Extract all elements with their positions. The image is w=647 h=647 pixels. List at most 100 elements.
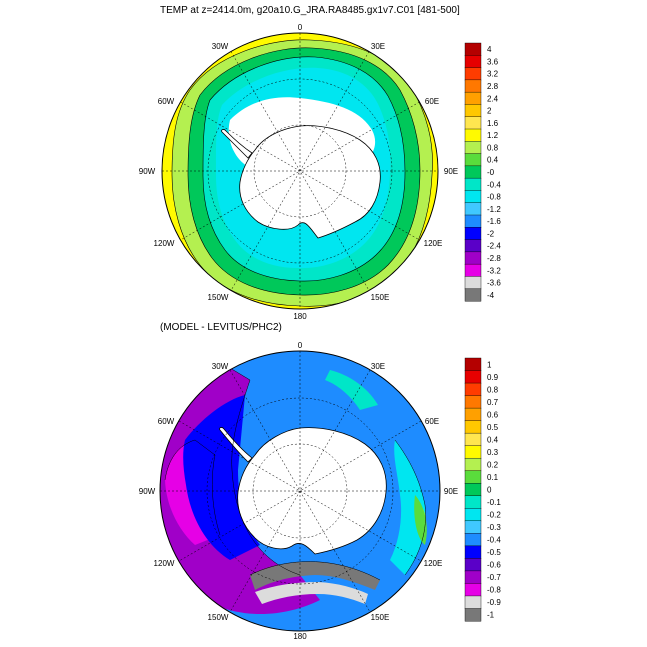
top-colorbar-swatch — [464, 79, 482, 93]
top-colorbar-swatch — [464, 263, 482, 277]
top-colorbar-swatch — [464, 202, 482, 216]
top-colorbar-swatch — [464, 251, 482, 265]
top-lon-180: 180 — [293, 312, 307, 321]
top-colorbar-swatch — [464, 42, 482, 56]
bottom-colorbar-swatch — [464, 608, 482, 622]
bottom-field-cyan — [390, 440, 426, 575]
bottom-field-aqua — [325, 370, 378, 410]
bottom-colorbar-swatch — [464, 595, 482, 609]
bottom-lon-90w: 90W — [139, 487, 156, 496]
top-colorbar-label: -3.6 — [487, 279, 501, 288]
bottom-colorbar-label: 0.4 — [487, 435, 499, 444]
top-peninsula — [221, 129, 253, 159]
bottom-colorbar-swatch — [464, 395, 482, 409]
top-colorbar-swatch — [464, 288, 482, 302]
top-colorbar-label: 0.8 — [487, 143, 499, 152]
bottom-colorbar-swatch — [464, 457, 482, 472]
top-lon-150w: 150W — [208, 293, 229, 302]
bottom-field-green — [414, 495, 427, 545]
top-colorbar-swatch — [464, 214, 482, 228]
top-lon-60w: 60W — [158, 97, 175, 106]
top-colorbar-swatch — [464, 67, 482, 81]
bottom-graticule — [160, 351, 440, 631]
bottom-colorbar-label: -0.7 — [487, 573, 501, 582]
bottom-colorbar-label: -0.9 — [487, 598, 501, 607]
bottom-field-grey — [250, 561, 380, 590]
top-colorbar-label: 2.8 — [487, 82, 499, 91]
top-colorbar-swatch — [464, 177, 482, 191]
bottom-colorbar-label: 0 — [487, 486, 492, 495]
bottom-colorbar-swatch — [464, 407, 482, 422]
top-colorbar-swatch — [464, 227, 482, 241]
top-colorbar-label: 2 — [487, 107, 492, 116]
bottom-colorbar-label: -1 — [487, 611, 495, 620]
bottom-lon-120w: 120W — [154, 559, 175, 568]
bottom-colorbar-swatch — [464, 508, 482, 522]
bottom-colorbar-swatch — [464, 520, 482, 534]
top-colorbar-swatch — [464, 104, 482, 118]
bottom-lon-60w: 60W — [158, 417, 175, 426]
top-graticule — [162, 33, 438, 309]
top-lon-120w: 120W — [154, 239, 175, 248]
top-colorbar-label: -0.8 — [487, 193, 501, 202]
bottom-colorbar-label: -0.8 — [487, 586, 501, 595]
bottom-colorbar-label: 0.9 — [487, 373, 499, 382]
bottom-colorbar-label: 0.5 — [487, 423, 499, 432]
bottom-colorbar-swatch — [464, 382, 482, 397]
bottom-colorbar-swatch — [464, 495, 482, 509]
top-colorbar-label: 3.2 — [487, 70, 499, 79]
top-colorbar-label: -2.8 — [487, 254, 501, 263]
bottom-colorbar-label: 0.8 — [487, 385, 499, 394]
top-colorbar-label: -4 — [487, 291, 495, 300]
bottom-colorbar: 1 0.9 0.8 0.7 0.6 0.5 0.4 0.3 0.2 0.1 0 -0.1 -0.2 -0.… — [464, 357, 501, 622]
top-colorbar-label: -1.2 — [487, 205, 501, 214]
top-lon-90w: 90W — [139, 167, 156, 176]
top-colorbar-swatch — [464, 128, 482, 142]
bottom-polar-map: 0 30E 60E 90E 120E 150E 180 150W 120W 90… — [139, 341, 458, 641]
bottom-colorbar-label: -0.6 — [487, 561, 501, 570]
bottom-colorbar-swatch — [464, 445, 482, 459]
top-colorbar-label: 0.4 — [487, 156, 499, 165]
bottom-colorbar-label: 0.1 — [487, 473, 499, 482]
top-lon-90e: 90E — [444, 167, 458, 176]
bottom-lon-90e: 90E — [444, 487, 458, 496]
bottom-colorbar-swatch — [464, 470, 482, 484]
bottom-colorbar-swatch — [464, 357, 482, 372]
bottom-lon-150w: 150W — [208, 613, 229, 622]
bottom-colorbar-swatch — [464, 558, 482, 572]
top-colorbar-swatch — [464, 276, 482, 290]
bottom-colorbar-swatch — [464, 420, 482, 434]
bottom-colorbar-label: 0.6 — [487, 410, 499, 419]
top-lon-150e: 150E — [371, 293, 390, 302]
top-map-title: TEMP at z=2414.0m, g20a10.G_JRA.RA8485.g… — [160, 5, 460, 16]
top-lon-0: 0 — [298, 23, 303, 32]
bottom-colorbar-swatch — [464, 545, 482, 559]
top-colorbar-swatch — [464, 116, 482, 130]
bottom-colorbar-label: -0.1 — [487, 498, 501, 507]
bottom-colorbar-swatch — [464, 432, 482, 447]
bottom-colorbar-label: -0.5 — [487, 548, 501, 557]
bottom-colorbar-label: -0.4 — [487, 536, 501, 545]
top-map-border — [161, 32, 439, 310]
bottom-lon-30e: 30E — [371, 362, 385, 371]
bottom-colorbar-label: -0.2 — [487, 511, 501, 520]
bottom-colorbar-label: 0.7 — [487, 398, 499, 407]
bottom-colorbar-label: 0.3 — [487, 448, 499, 457]
top-colorbar-label: 1.2 — [487, 131, 499, 140]
top-colorbar-swatch — [464, 190, 482, 204]
bottom-map-border — [159, 350, 441, 632]
top-colorbar-label: -2 — [487, 229, 495, 238]
top-colorbar-label: -1.6 — [487, 217, 501, 226]
top-colorbar: 4 3.6 3.2 2.8 2.4 2 1.6 1.2 0.8 0.4 -0 -0.4 -0.8 -1.2… — [464, 42, 501, 302]
bottom-lon-150e: 150E — [371, 613, 390, 622]
bottom-contours — [164, 364, 426, 581]
bottom-lon-120e: 120E — [424, 559, 443, 568]
top-colorbar-label: -3.2 — [487, 266, 501, 275]
bottom-colorbar-swatch — [464, 570, 482, 584]
bottom-colorbar-swatch — [464, 370, 482, 384]
bottom-colorbar-swatch — [464, 483, 482, 497]
top-colorbar-label: -0.4 — [487, 180, 501, 189]
top-colorbar-label: 1.6 — [487, 119, 499, 128]
bottom-colorbar-swatch — [464, 533, 482, 547]
